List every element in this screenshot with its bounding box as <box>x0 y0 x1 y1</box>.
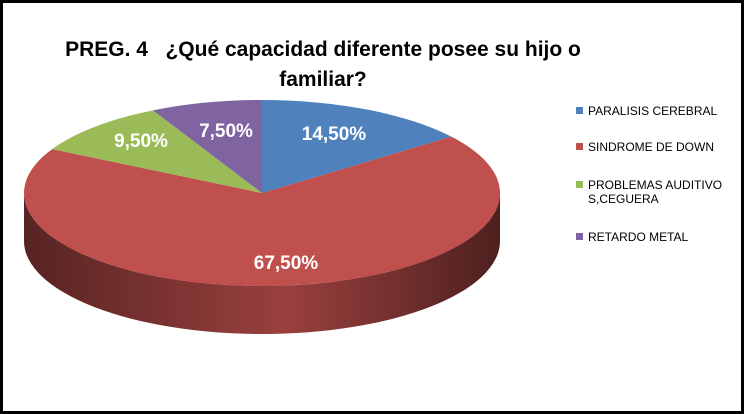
pie-slice <box>152 100 262 193</box>
legend-label: SINDROME DE DOWN <box>588 140 714 154</box>
legend-item: PARALISIS CEREBRAL <box>576 104 744 118</box>
legend-item: SINDROME DE DOWN <box>576 140 744 154</box>
legend-swatch <box>576 233 583 240</box>
legend-swatch <box>576 143 583 150</box>
chart-title: PREG. 4 ¿Qué capacidad diferente posee s… <box>65 38 587 91</box>
legend-swatch <box>576 107 583 114</box>
legend-item: RETARDO METAL <box>576 230 744 244</box>
data-label: 67,50% <box>254 253 319 274</box>
pie-side-shade <box>24 193 500 334</box>
legend-label: RETARDO METAL <box>588 230 689 244</box>
legend-swatch <box>576 181 583 188</box>
pie-slice <box>52 110 263 193</box>
chart: 14,50% 67,50% 9,50% 7,50% <box>24 100 501 334</box>
legend-item: PROBLEMAS AUDITIVOS,CEGUERA <box>576 178 728 206</box>
data-label: 14,50% <box>302 124 367 145</box>
pie-slice <box>24 136 501 286</box>
legend-label: PROBLEMAS AUDITIVOS,CEGUERA <box>588 178 723 206</box>
data-label: 7,50% <box>199 121 253 142</box>
legend-label: PARALISIS CEREBRAL <box>588 104 718 118</box>
data-label: 9,50% <box>114 131 168 152</box>
pie-slice <box>262 100 452 193</box>
